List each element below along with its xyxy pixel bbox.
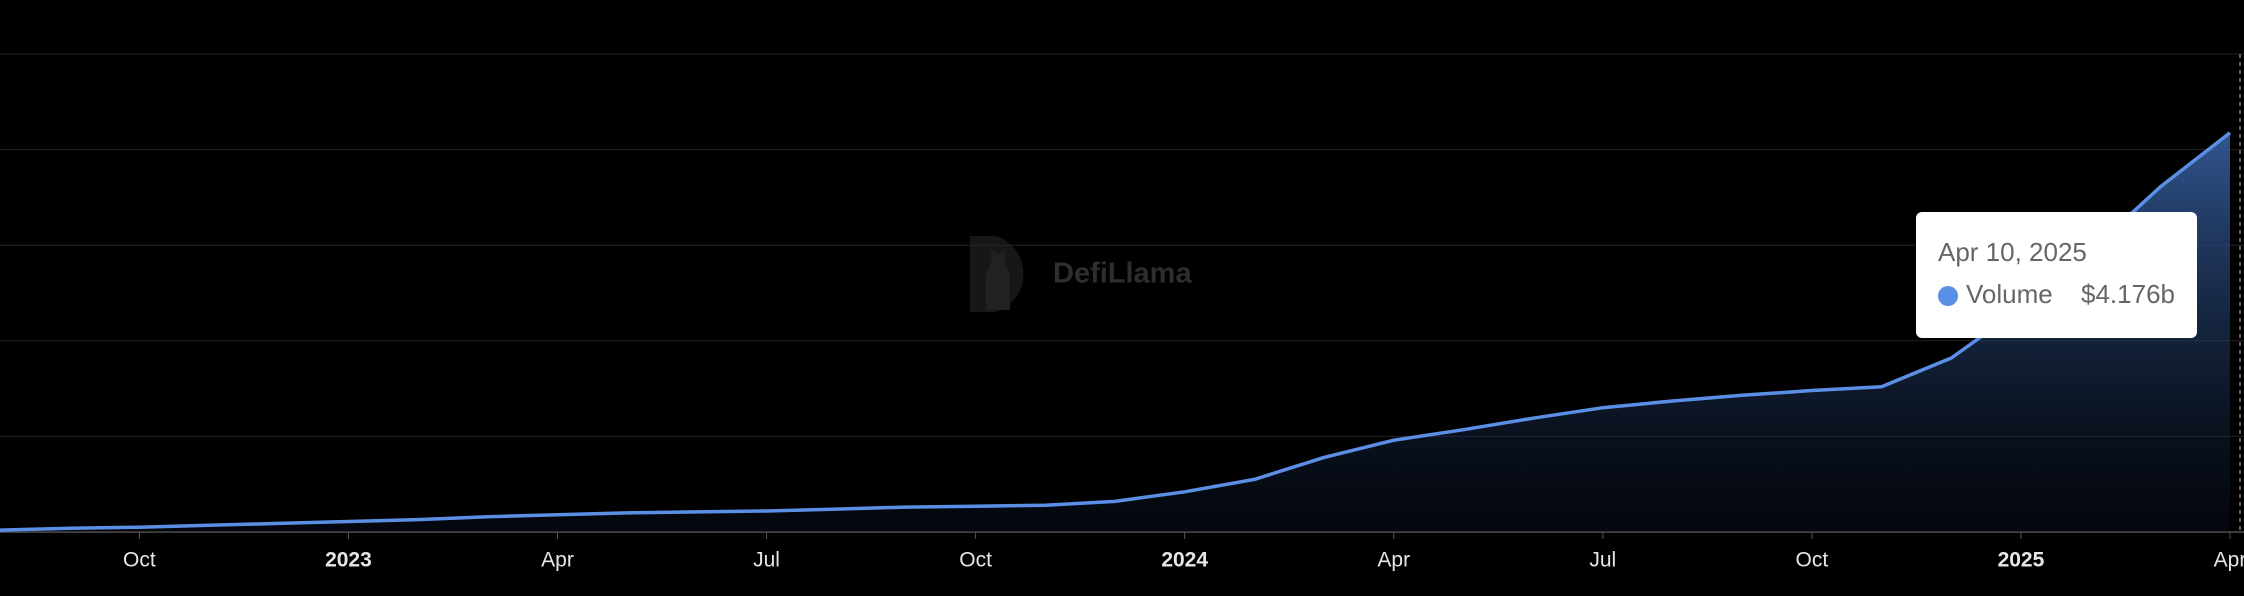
x-tick-label: 2024 bbox=[1161, 549, 1208, 572]
x-tick-label: 2025 bbox=[1998, 549, 2045, 572]
x-tick-label: Apr bbox=[2214, 549, 2244, 572]
watermark-llama bbox=[986, 248, 1010, 310]
x-tick-label: Oct bbox=[1796, 549, 1829, 572]
area bbox=[0, 132, 2230, 533]
x-tick-label: Oct bbox=[959, 549, 992, 572]
plot bbox=[0, 131, 2232, 533]
x-tick-label: Apr bbox=[541, 549, 574, 572]
tooltip-date: Apr 10, 2025 bbox=[1938, 237, 2087, 267]
grid: Oct 2023 Apr Jul Oct 2024 Apr Jul Oct 2025 Apr bbox=[0, 53, 2244, 572]
x-tick-label: Oct bbox=[123, 549, 156, 572]
tooltip-series: Volume bbox=[1966, 279, 2053, 309]
watermark-text: DefiLlama bbox=[1053, 258, 1192, 290]
x-tick-label: Jul bbox=[1589, 549, 1616, 572]
line bbox=[0, 131, 2232, 532]
x-tick-label: Apr bbox=[1377, 549, 1410, 572]
x-tick-label: Jul bbox=[753, 549, 780, 572]
tooltip-value: $4.176b bbox=[2081, 279, 2175, 309]
tooltip-marker bbox=[1938, 286, 1958, 306]
tooltip-box bbox=[1916, 212, 2197, 338]
tooltip: Apr 10, 2025 Volume $4.176b bbox=[1916, 212, 2197, 338]
x-tick-label: 2023 bbox=[325, 549, 372, 572]
watermark: DefiLlama bbox=[970, 236, 1192, 312]
